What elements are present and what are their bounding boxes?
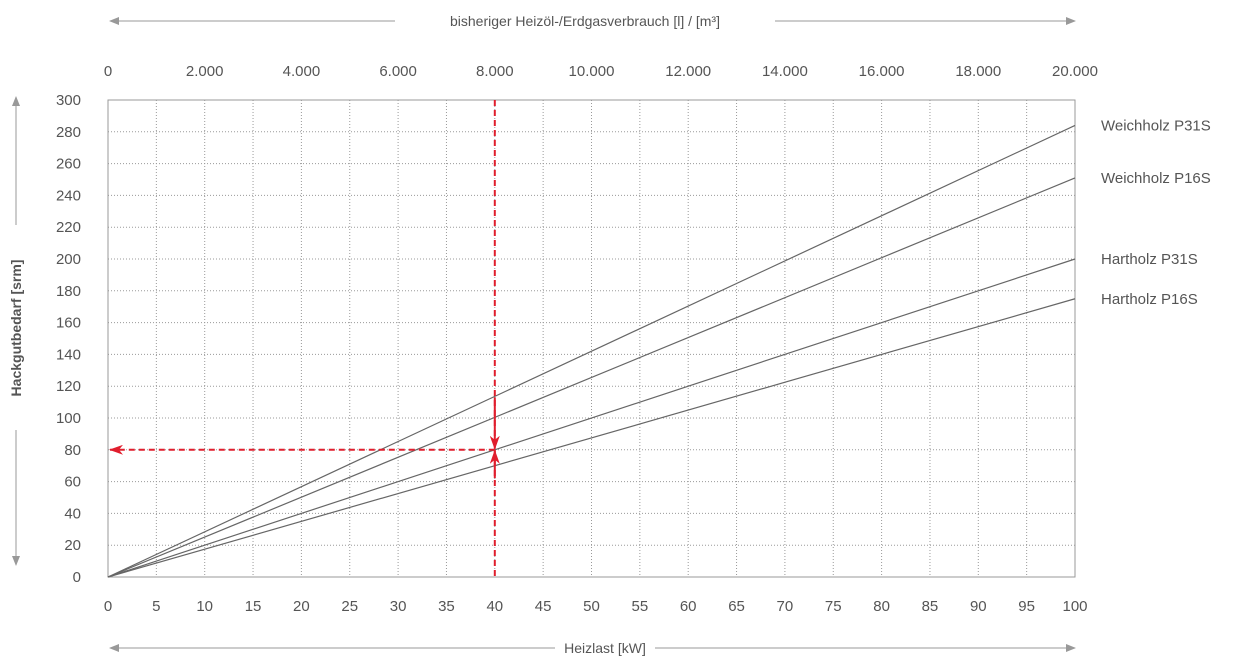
x-tick-label: 15 xyxy=(245,598,262,615)
y-tick-label: 280 xyxy=(56,124,81,141)
x2-tick-label: 10.000 xyxy=(569,63,615,80)
x-tick-label: 80 xyxy=(873,598,890,615)
x-tick-label: 100 xyxy=(1062,598,1087,615)
x-tick-label: 0 xyxy=(104,598,112,615)
x2-tick-label: 2.000 xyxy=(186,63,224,80)
y-tick-label: 40 xyxy=(64,505,81,522)
y-tick-label: 20 xyxy=(64,537,81,554)
series-label: Hartholz P16S xyxy=(1101,291,1198,308)
y-axis-title: Hackgutbedarf [srm] xyxy=(8,260,24,397)
x-tick-label: 40 xyxy=(486,598,503,615)
series-labels: Weichholz P31S Weichholz P16S Hartholz P31… xyxy=(1101,117,1211,307)
series-label: Weichholz P31S xyxy=(1101,117,1211,134)
x2-tick-label: 18.000 xyxy=(955,63,1001,80)
x-tick-label: 30 xyxy=(390,598,407,615)
series-label: Weichholz P16S xyxy=(1101,170,1211,187)
y-tick-label: 240 xyxy=(56,187,81,204)
x2-tick-label: 0 xyxy=(104,63,112,80)
x2-tick-label: 8.000 xyxy=(476,63,514,80)
x2-tick-label: 6.000 xyxy=(379,63,417,80)
y-tick-label: 120 xyxy=(56,378,81,395)
y-tick-label: 80 xyxy=(64,442,81,459)
top-axis-title-group: bisheriger Heizöl-/Erdgasverbrauch [l] /… xyxy=(109,13,1076,29)
y-tick-label: 140 xyxy=(56,346,81,363)
x2-tick-label: 4.000 xyxy=(283,63,321,80)
x2-tick-label: 12.000 xyxy=(665,63,711,80)
y-tick-label: 60 xyxy=(64,474,81,491)
x-tick-label: 20 xyxy=(293,598,310,615)
x-tick-label: 75 xyxy=(825,598,842,615)
grid xyxy=(108,100,1075,577)
series-lines xyxy=(107,124,1076,578)
y-tick-label: 260 xyxy=(56,156,81,173)
series-line xyxy=(107,298,1076,578)
x-tick-label: 45 xyxy=(535,598,552,615)
top-axis-title: bisheriger Heizöl-/Erdgasverbrauch [l] /… xyxy=(450,13,720,29)
x-tick-label: 35 xyxy=(438,598,455,615)
bottom-axis-title-group: Heizlast [kW] xyxy=(109,640,1076,656)
y-tick-label: 180 xyxy=(56,283,81,300)
x-tick-label: 55 xyxy=(632,598,649,615)
series-line xyxy=(107,124,1076,578)
series-line xyxy=(107,258,1076,578)
x-tick-label: 5 xyxy=(152,598,160,615)
x-axis-title: Heizlast [kW] xyxy=(564,640,646,656)
x2-tick-label: 14.000 xyxy=(762,63,808,80)
series-line xyxy=(107,177,1076,578)
x-tick-label: 65 xyxy=(728,598,745,615)
y-tick-label: 220 xyxy=(56,219,81,236)
x-tick-label: 70 xyxy=(777,598,794,615)
x-tick-label: 90 xyxy=(970,598,987,615)
x-tick-label: 50 xyxy=(583,598,600,615)
x-tick-label: 10 xyxy=(196,598,213,615)
y-tick-label: 100 xyxy=(56,410,81,427)
left-axis-title-group: Hackgutbedarf [srm] xyxy=(8,96,24,566)
tick-labels: 0 5 10 15 20 25 30 35 40 45 50 55 60 65 70 75 80 85 90 95 10… xyxy=(56,63,1098,615)
plot-frame xyxy=(107,99,1076,578)
x2-tick-label: 16.000 xyxy=(859,63,905,80)
y-tick-label: 300 xyxy=(56,92,81,109)
x2-tick-label: 20.000 xyxy=(1052,63,1098,80)
reading-annotation xyxy=(109,100,500,577)
x-tick-label: 25 xyxy=(341,598,358,615)
y-tick-label: 160 xyxy=(56,315,81,332)
x-tick-label: 85 xyxy=(922,598,939,615)
y-tick-label: 200 xyxy=(56,251,81,268)
x-tick-label: 60 xyxy=(680,598,697,615)
x-tick-label: 95 xyxy=(1018,598,1035,615)
series-label: Hartholz P31S xyxy=(1101,251,1198,268)
y-tick-label: 0 xyxy=(73,569,81,586)
